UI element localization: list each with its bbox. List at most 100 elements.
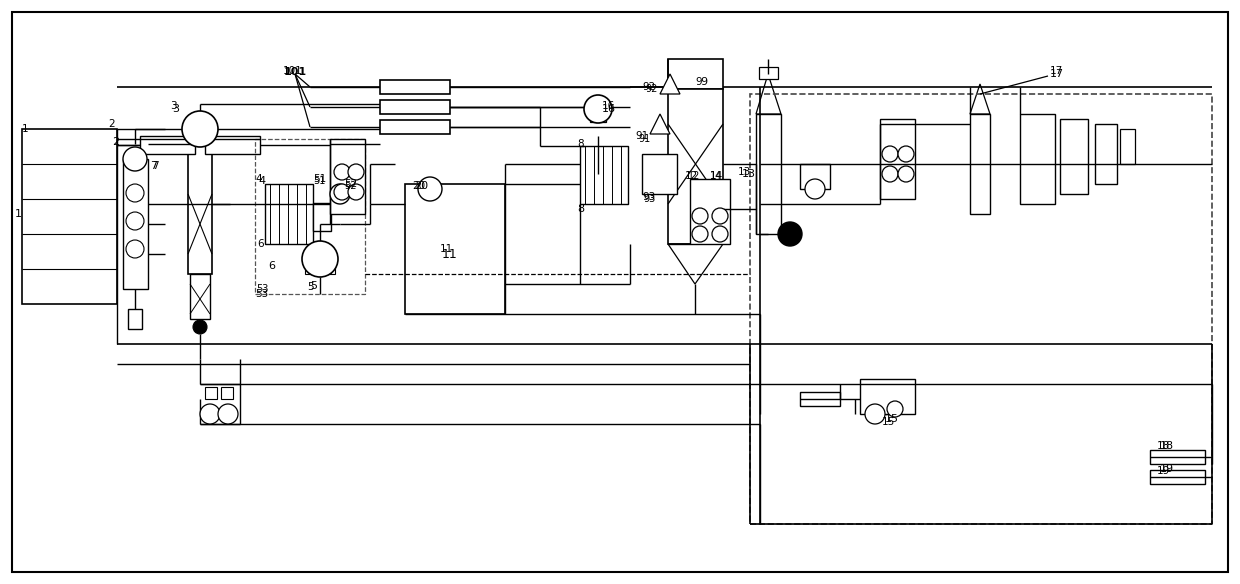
Circle shape: [348, 164, 365, 180]
Circle shape: [303, 241, 339, 277]
Text: 12: 12: [684, 171, 698, 181]
Text: 6: 6: [268, 261, 275, 271]
Text: 8: 8: [577, 139, 584, 149]
Bar: [1120, 129, 1135, 164]
Circle shape: [334, 164, 350, 180]
Circle shape: [348, 184, 365, 200]
Bar: [1095, 124, 1117, 184]
Bar: [750, 94, 1211, 524]
Polygon shape: [970, 84, 990, 114]
Circle shape: [692, 208, 708, 224]
Text: 4: 4: [255, 174, 262, 184]
Text: 15: 15: [885, 414, 899, 424]
Text: 2: 2: [112, 137, 119, 147]
Bar: [759, 67, 777, 79]
Text: 11: 11: [440, 244, 454, 254]
Bar: [140, 136, 195, 154]
Text: 17: 17: [1050, 66, 1063, 76]
Text: 7: 7: [150, 161, 157, 171]
Text: 17: 17: [1050, 69, 1064, 79]
Bar: [379, 100, 450, 114]
Text: 3: 3: [170, 101, 176, 111]
Circle shape: [334, 184, 350, 200]
Text: 18: 18: [1157, 441, 1171, 451]
Text: 18: 18: [1159, 441, 1174, 451]
Circle shape: [330, 184, 350, 204]
Circle shape: [418, 177, 441, 201]
Text: 53: 53: [255, 284, 268, 294]
Text: 14: 14: [711, 171, 722, 181]
Circle shape: [882, 146, 898, 162]
Circle shape: [805, 179, 825, 199]
Bar: [305, 254, 335, 274]
Bar: [756, 114, 781, 234]
Text: 13: 13: [738, 167, 751, 177]
Circle shape: [182, 111, 218, 147]
Text: 101: 101: [284, 67, 308, 77]
Circle shape: [712, 208, 728, 224]
Circle shape: [218, 404, 238, 424]
Bar: [188, 129, 212, 274]
Bar: [205, 387, 217, 399]
Text: 19: 19: [1157, 466, 1171, 476]
Bar: [642, 154, 677, 194]
Bar: [205, 136, 260, 154]
Text: 52: 52: [343, 179, 357, 189]
Text: 93: 93: [642, 192, 655, 202]
Text: 12: 12: [688, 171, 701, 181]
Bar: [330, 139, 365, 214]
Circle shape: [126, 240, 144, 258]
Text: 5: 5: [310, 281, 317, 291]
Text: 16: 16: [601, 104, 616, 114]
Text: 53: 53: [255, 289, 268, 299]
Text: 1: 1: [22, 124, 29, 134]
Bar: [312, 203, 331, 231]
Circle shape: [882, 166, 898, 182]
Text: 91: 91: [639, 134, 650, 144]
Circle shape: [193, 320, 207, 334]
Text: 2: 2: [108, 119, 114, 129]
Bar: [379, 80, 450, 94]
Text: 16: 16: [601, 101, 615, 111]
Text: 93: 93: [644, 194, 655, 204]
Bar: [255, 139, 365, 294]
Polygon shape: [660, 74, 680, 94]
Text: 52: 52: [343, 181, 357, 191]
Circle shape: [712, 226, 728, 242]
Circle shape: [200, 404, 219, 424]
Bar: [123, 159, 148, 289]
Text: 92: 92: [645, 84, 657, 94]
Circle shape: [887, 401, 903, 417]
Bar: [405, 184, 505, 314]
Text: 1: 1: [15, 209, 22, 219]
Text: 3: 3: [172, 104, 179, 114]
Text: 14: 14: [711, 171, 723, 181]
Text: 8: 8: [577, 204, 584, 214]
Bar: [221, 387, 233, 399]
Circle shape: [866, 404, 885, 424]
Text: 19: 19: [1159, 464, 1174, 474]
Text: 5: 5: [308, 282, 314, 292]
Bar: [1060, 119, 1087, 194]
Text: 51: 51: [312, 176, 325, 186]
Text: 13: 13: [742, 169, 756, 179]
Polygon shape: [668, 244, 723, 284]
Circle shape: [126, 184, 144, 202]
Bar: [800, 164, 830, 189]
Bar: [861, 379, 915, 414]
Bar: [800, 392, 839, 406]
Text: 101: 101: [283, 66, 303, 76]
Bar: [1149, 450, 1205, 464]
Circle shape: [898, 146, 914, 162]
Circle shape: [584, 95, 613, 123]
Bar: [22, 129, 117, 304]
Text: 4: 4: [258, 176, 265, 186]
Text: 7: 7: [153, 161, 159, 171]
Bar: [590, 107, 606, 122]
Bar: [880, 119, 915, 199]
Text: 11: 11: [441, 248, 458, 260]
Bar: [580, 146, 627, 204]
Circle shape: [898, 166, 914, 182]
Bar: [190, 274, 210, 319]
Circle shape: [692, 226, 708, 242]
